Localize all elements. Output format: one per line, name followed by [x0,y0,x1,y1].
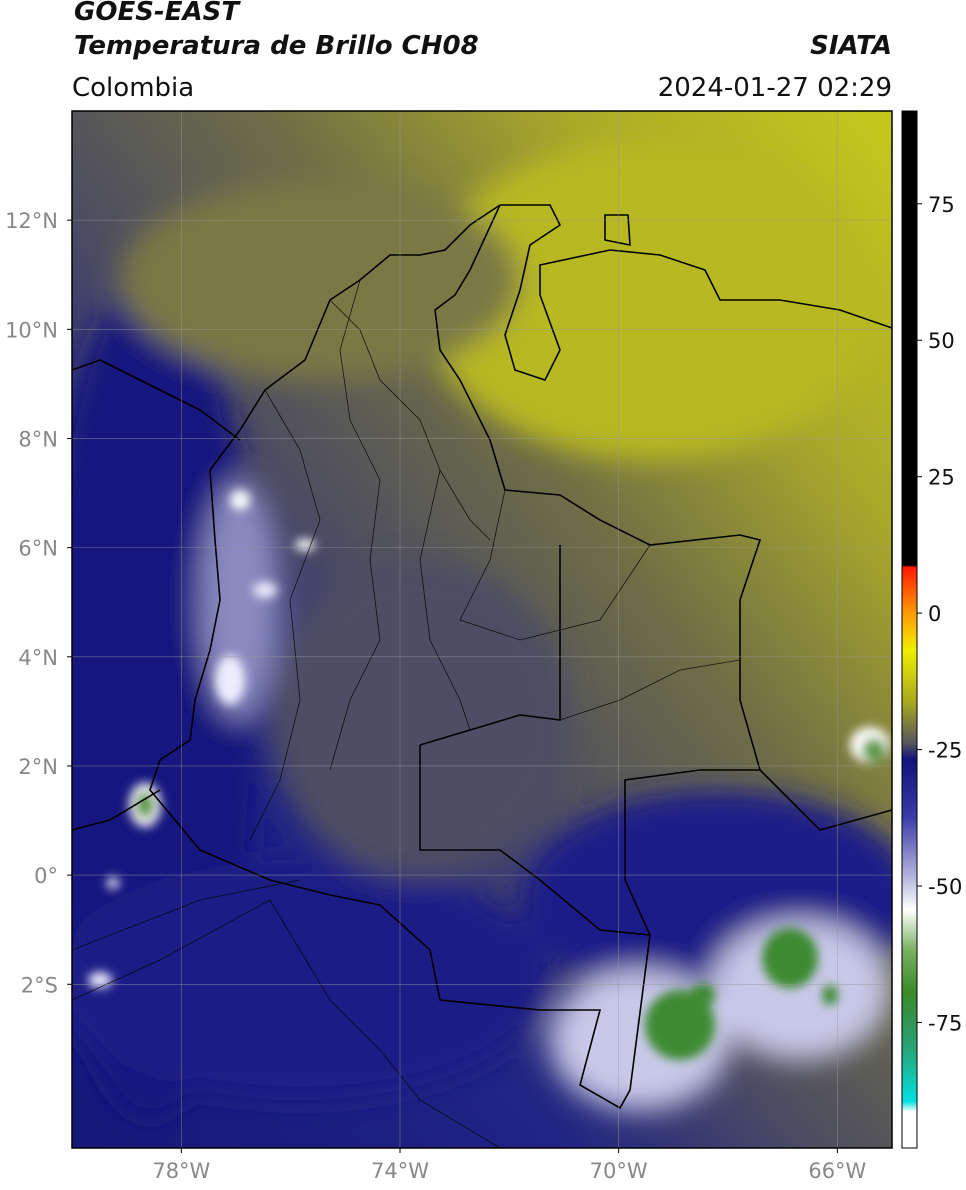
y-tick-label: 12°N [5,209,58,233]
region: Colombia [72,73,194,103]
subtitle: Temperatura de Brillo CH08 [74,31,479,61]
colorbar-tick-label: 25 [928,466,955,490]
y-tick-label: 10°N [5,318,58,342]
y-tick-label: 4°N [18,646,58,670]
map-frame [71,110,893,1149]
colorbar-tick-label: 50 [928,329,955,353]
colorbar-tick-label: -75 [928,1011,962,1035]
x-tick-label: 74°W [371,1159,429,1183]
grid [72,111,892,1148]
y-tick-label: 6°N [18,537,58,561]
colorbar-tick-label: 0 [928,602,941,626]
colorbar-tick-label: -50 [928,875,962,899]
timestamp: 2024-01-27 02:29 [658,73,892,103]
colorbar [901,110,918,1149]
colorbar-tick-label: -25 [928,739,962,763]
x-tick-label: 78°W [152,1159,210,1183]
y-tick-label: 0° [34,864,58,888]
source: SIATA [810,31,892,61]
colorbar-tick-label: 75 [928,193,955,217]
y-tick-label: 2°N [18,755,58,779]
y-tick-label: 2°S [21,973,58,997]
y-tick-label: 8°N [18,427,58,451]
x-tick-label: 70°W [590,1159,648,1183]
title: GOES-EAST [74,0,241,27]
x-tick-label: 66°W [808,1159,866,1183]
satellite-image [72,111,892,1148]
